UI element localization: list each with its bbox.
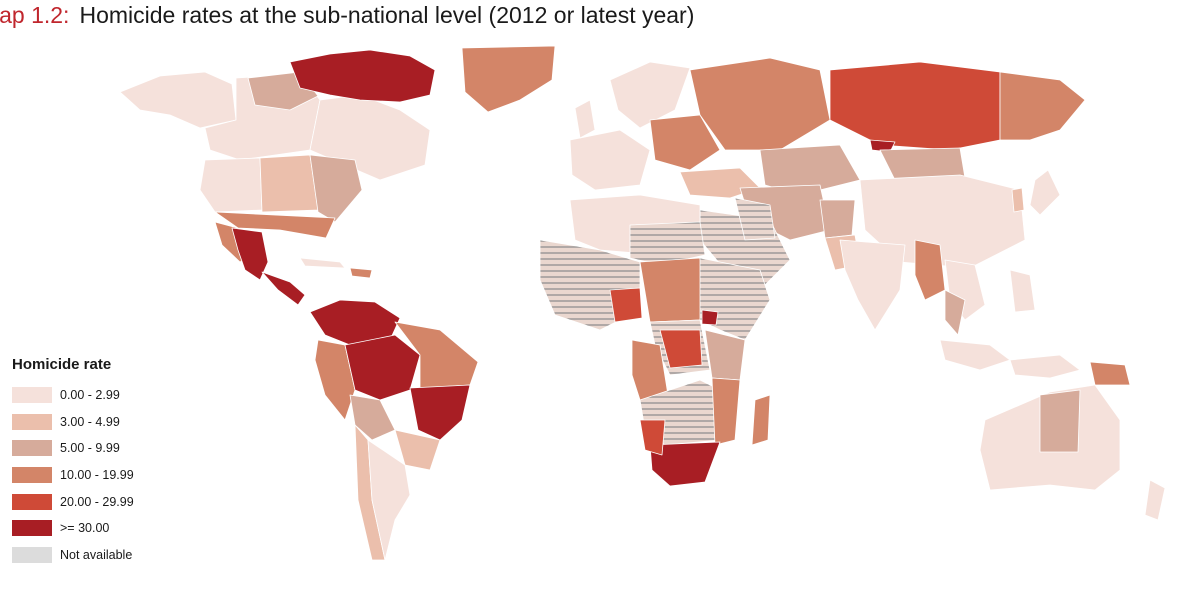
region-brazil-east	[409, 384, 471, 441]
region-usa-west	[199, 157, 263, 213]
region-russia-siberia	[829, 61, 1001, 151]
legend-label: 0.00 - 2.99	[60, 388, 120, 403]
region-russia-west	[689, 57, 831, 151]
legend-swatch	[12, 440, 52, 457]
region-colombia-venezuela	[309, 299, 401, 346]
region-alaska	[119, 71, 237, 129]
region-mozambique	[711, 377, 741, 446]
legend-label: >= 30.00	[60, 521, 110, 536]
region-greenland	[461, 45, 556, 113]
legend-item: 20.00 - 29.99	[12, 488, 202, 515]
legend-item: 10.00 - 19.99	[12, 462, 202, 489]
region-japan	[1029, 169, 1061, 216]
legend-item: 5.00 - 9.99	[12, 435, 202, 462]
region-uk	[574, 99, 596, 139]
region-korea	[1011, 187, 1025, 213]
region-india	[839, 239, 906, 331]
region-indonesia-east	[1009, 354, 1081, 379]
legend-swatch	[12, 520, 52, 537]
legend-label: 20.00 - 29.99	[60, 494, 134, 509]
region-new-zealand	[1144, 479, 1166, 521]
region-usa-central	[259, 154, 319, 213]
region-mexico-central	[231, 227, 269, 281]
map-title-text: Homicide rates at the sub-national level…	[79, 2, 695, 28]
region-brazil-north	[344, 334, 421, 401]
legend-item: >= 30.00	[12, 515, 202, 542]
world-map	[0, 40, 1200, 589]
region-argentina	[367, 439, 411, 561]
legend-swatch	[12, 493, 52, 510]
region-south-africa	[649, 441, 721, 487]
region-madagascar	[751, 394, 771, 446]
region-levant	[734, 197, 776, 241]
legend-label: 5.00 - 9.99	[60, 441, 120, 456]
region-south-sudan	[701, 309, 719, 326]
legend-item: Not available	[12, 542, 202, 569]
region-afghanistan	[819, 199, 856, 239]
legend-label: 3.00 - 4.99	[60, 414, 120, 429]
legend-title: Homicide rate	[12, 356, 112, 373]
region-east-africa	[699, 257, 771, 341]
region-paraguay-south-brazil	[394, 429, 441, 471]
legend-swatch	[12, 387, 52, 404]
region-hispaniola	[349, 267, 373, 279]
region-central-america	[261, 271, 306, 306]
region-nunavut-islands	[289, 49, 436, 103]
region-russia-far-east	[999, 71, 1086, 141]
region-usa-south	[214, 211, 336, 239]
region-cuba	[299, 257, 346, 269]
map-title: lap 1.2: Homicide rates at the sub-nation…	[0, 0, 694, 32]
region-namibia	[639, 419, 666, 456]
legend-label: Not available	[60, 547, 133, 562]
region-scandinavia	[609, 61, 691, 129]
region-western-europe	[569, 129, 651, 191]
region-usa-east	[309, 154, 363, 223]
legend-swatch	[12, 413, 52, 430]
legend-swatch	[12, 467, 52, 484]
map-legend: Homicide rate 0.00 - 2.99 3.00 - 4.99 5.…	[12, 356, 202, 568]
legend-item: 0.00 - 2.99	[12, 382, 202, 409]
legend-item: 3.00 - 4.99	[12, 409, 202, 436]
region-drc-east	[659, 329, 703, 369]
region-australia-northern-territory	[1039, 389, 1081, 453]
region-indonesia-west	[939, 339, 1011, 371]
region-thailand	[944, 289, 966, 336]
legend-swatch	[12, 546, 52, 563]
region-nigeria	[609, 287, 643, 323]
legend-label: 10.00 - 19.99	[60, 468, 134, 483]
region-philippines	[1009, 269, 1036, 313]
region-papua-new-guinea	[1089, 361, 1131, 386]
region-myanmar	[914, 239, 946, 301]
region-bolivia	[349, 394, 396, 441]
region-eastern-europe	[649, 114, 721, 171]
map-number: lap 1.2:	[0, 2, 70, 28]
region-kazakhstan	[759, 144, 861, 196]
